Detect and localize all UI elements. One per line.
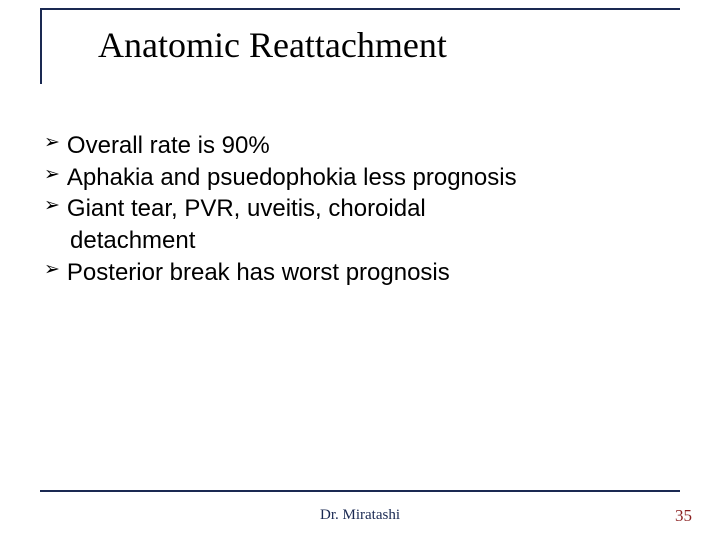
bullet-text: Overall rate is 90% xyxy=(67,130,270,162)
bullet-text: Giant tear, PVR, uveitis, choroidal xyxy=(67,193,426,225)
page-number: 35 xyxy=(675,506,692,526)
bottom-divider xyxy=(40,490,680,492)
bullet-text: Aphakia and psuedophokia less prognosis xyxy=(67,162,517,194)
list-item: ➢ Overall rate is 90% xyxy=(44,130,676,162)
chevron-right-icon: ➢ xyxy=(44,130,60,155)
bullet-continuation: detachment xyxy=(70,225,676,257)
list-item: ➢ Giant tear, PVR, uveitis, choroidal xyxy=(44,193,676,225)
chevron-right-icon: ➢ xyxy=(44,162,60,187)
list-item: ➢ Posterior break has worst prognosis xyxy=(44,257,676,289)
chevron-right-icon: ➢ xyxy=(44,257,60,282)
footer-author: Dr. Miratashi xyxy=(0,507,720,524)
bullet-text: Posterior break has worst prognosis xyxy=(67,257,450,289)
title-frame: Anatomic Reattachment xyxy=(40,8,680,84)
slide-title: Anatomic Reattachment xyxy=(42,10,680,66)
bullet-list: ➢ Overall rate is 90% ➢ Aphakia and psue… xyxy=(44,130,676,288)
chevron-right-icon: ➢ xyxy=(44,193,60,218)
list-item: ➢ Aphakia and psuedophokia less prognosi… xyxy=(44,162,676,194)
